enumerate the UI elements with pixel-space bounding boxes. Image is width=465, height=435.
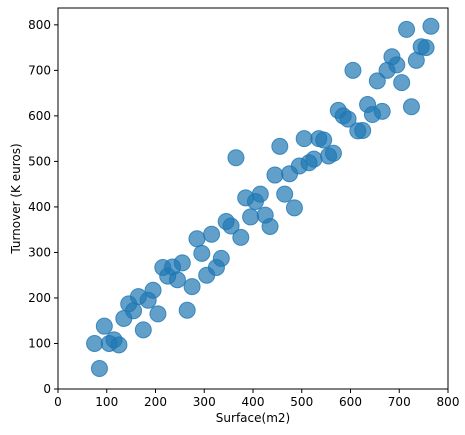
point [398, 20, 416, 38]
point [86, 334, 104, 352]
point [203, 225, 221, 243]
point [90, 360, 108, 378]
point [271, 137, 289, 155]
point [368, 72, 386, 90]
point [173, 254, 191, 272]
point [315, 131, 333, 149]
y-tick-label: 200 [28, 291, 51, 305]
point [388, 56, 406, 74]
x-tick-label: 0 [54, 395, 62, 409]
x-tick-label: 400 [242, 395, 265, 409]
point [125, 302, 143, 320]
x-tick-label: 600 [339, 395, 362, 409]
point [178, 301, 196, 319]
point [188, 230, 206, 248]
x-axis-label: Surface(m2) [216, 411, 290, 425]
point [149, 305, 167, 323]
point [276, 185, 294, 203]
x-tick-label: 100 [95, 395, 118, 409]
point [344, 61, 362, 79]
y-tick-label: 300 [28, 245, 51, 259]
point [373, 102, 391, 120]
point [227, 149, 245, 167]
point [324, 144, 342, 162]
point [393, 74, 411, 92]
x-tick-label: 700 [388, 395, 411, 409]
point [339, 110, 357, 128]
y-tick-label: 500 [28, 154, 51, 168]
y-tick-label: 400 [28, 200, 51, 214]
point [183, 278, 201, 296]
point [422, 17, 440, 35]
y-tick-label: 100 [28, 336, 51, 350]
x-tick-label: 200 [144, 395, 167, 409]
point [222, 217, 240, 235]
point [285, 199, 303, 217]
point [144, 281, 162, 299]
y-tick-label: 0 [43, 382, 51, 396]
y-axis-label: Turnover (K euros) [9, 143, 23, 254]
point [134, 321, 152, 339]
y-tick-label: 700 [28, 63, 51, 77]
point [266, 166, 284, 184]
x-tick-label: 800 [437, 395, 460, 409]
point [261, 217, 279, 235]
point [251, 185, 269, 203]
point [402, 98, 420, 116]
point [232, 228, 250, 246]
point [242, 208, 260, 226]
point [305, 150, 323, 168]
point [212, 249, 230, 267]
x-tick-label: 300 [193, 395, 216, 409]
x-tick-label: 500 [290, 395, 313, 409]
point [110, 336, 128, 354]
point [295, 130, 313, 148]
point [354, 121, 372, 139]
point [95, 317, 113, 335]
y-tick-label: 600 [28, 109, 51, 123]
point [168, 271, 186, 289]
point [417, 39, 435, 57]
y-tick-label: 800 [28, 18, 51, 32]
point [193, 244, 211, 262]
